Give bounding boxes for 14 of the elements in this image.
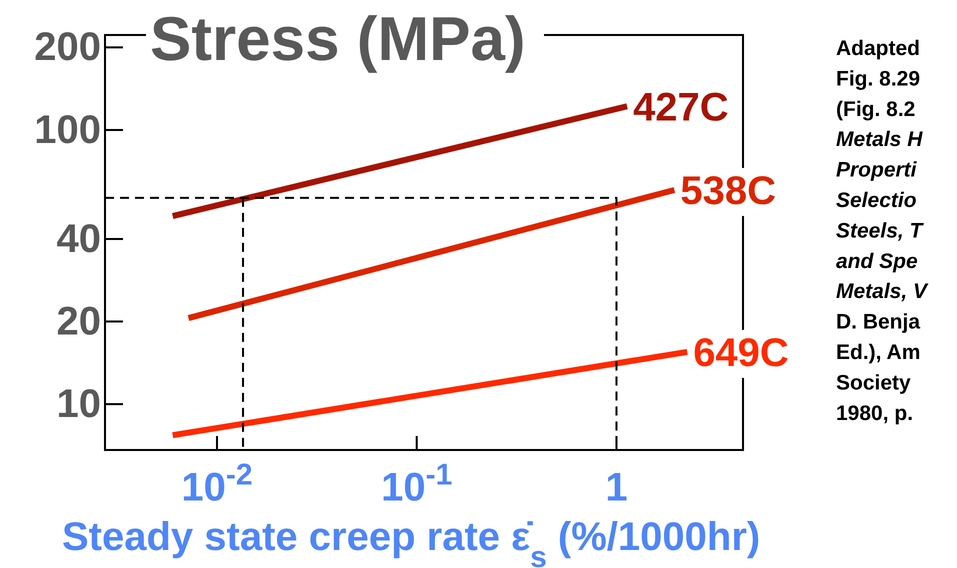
text: Adapted Fig. 8.29 (Fig. 8.2 Metals H Properti Selectio Steels, T and Spe Metals, V D. Benja Ed.), Am Society 1980, p. <box>836 37 928 425</box>
x-tick-label: 10$^{-2}$ <box>181 458 253 510</box>
y-tick-label: 20 <box>56 299 101 344</box>
y-axis-title: Stress (MPa) <box>150 5 526 74</box>
x-tick-label: 1 <box>605 465 628 510</box>
series-label: 538C <box>680 168 776 213</box>
y-tick-label: 10 <box>56 382 101 426</box>
x-axis-title: Steady state creep rate ε̇$_{s}$ (%/1000hr) <box>62 515 760 568</box>
x-tick-label: 10$^{-1}$ <box>381 458 452 510</box>
y-tick-label: 100 <box>34 108 101 152</box>
y-tick-label: 40 <box>56 216 101 261</box>
series-label: 427C <box>633 85 729 130</box>
y-tick-label: 200 <box>34 25 101 70</box>
series-label: 649C <box>693 330 789 375</box>
